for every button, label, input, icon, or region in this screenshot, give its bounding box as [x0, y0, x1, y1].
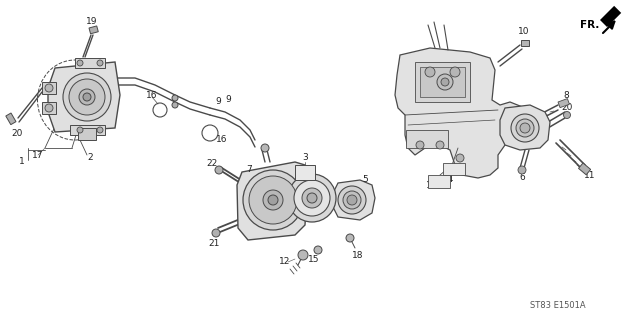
Text: 15: 15	[308, 255, 320, 265]
Circle shape	[456, 154, 464, 162]
Circle shape	[314, 246, 322, 254]
Text: 21: 21	[208, 238, 220, 247]
Circle shape	[441, 78, 449, 86]
Circle shape	[437, 74, 453, 90]
Bar	[406, 130, 448, 148]
Circle shape	[172, 95, 178, 101]
Circle shape	[346, 234, 354, 242]
Text: 5: 5	[362, 175, 368, 185]
Circle shape	[520, 123, 530, 133]
Circle shape	[564, 111, 571, 118]
Circle shape	[416, 141, 424, 149]
Circle shape	[436, 141, 444, 149]
Bar	[415, 62, 470, 102]
Polygon shape	[295, 165, 315, 180]
Circle shape	[338, 186, 366, 214]
Text: 7: 7	[246, 165, 252, 174]
Circle shape	[79, 89, 95, 105]
Text: 13: 13	[426, 180, 438, 189]
Circle shape	[261, 144, 269, 152]
Text: 4: 4	[315, 180, 321, 189]
Bar	[420, 67, 465, 97]
Circle shape	[69, 79, 105, 115]
Text: 12: 12	[279, 258, 290, 267]
Bar	[42, 82, 56, 94]
Bar	[75, 58, 105, 68]
Text: 3: 3	[302, 154, 308, 163]
Text: 20: 20	[561, 103, 573, 113]
Circle shape	[302, 188, 322, 208]
Circle shape	[45, 84, 53, 92]
Text: FR.: FR.	[580, 20, 599, 30]
Bar	[70, 125, 105, 135]
Text: 19: 19	[86, 18, 97, 27]
Polygon shape	[500, 105, 550, 150]
Circle shape	[516, 119, 534, 137]
Circle shape	[343, 191, 361, 209]
Circle shape	[511, 114, 539, 142]
Circle shape	[268, 195, 278, 205]
Polygon shape	[428, 175, 450, 188]
Circle shape	[172, 102, 178, 108]
Bar	[6, 113, 16, 125]
Circle shape	[63, 73, 111, 121]
Text: 10: 10	[519, 28, 530, 36]
Polygon shape	[332, 180, 375, 220]
Bar	[600, 6, 621, 27]
Text: 17: 17	[32, 150, 44, 159]
Text: 14: 14	[443, 175, 455, 185]
Circle shape	[347, 195, 357, 205]
Bar	[558, 99, 569, 108]
Polygon shape	[395, 48, 530, 178]
Text: 11: 11	[584, 171, 596, 180]
Bar	[89, 26, 98, 34]
Text: 22: 22	[206, 158, 218, 167]
Text: 6: 6	[519, 173, 525, 182]
Text: 9: 9	[225, 95, 231, 105]
FancyArrowPatch shape	[603, 22, 615, 33]
Circle shape	[77, 127, 83, 133]
Text: 18: 18	[352, 251, 364, 260]
Text: 8: 8	[563, 92, 569, 100]
Circle shape	[45, 104, 53, 112]
Text: ST83 E1501A: ST83 E1501A	[530, 300, 586, 309]
Circle shape	[249, 176, 297, 224]
Circle shape	[425, 67, 435, 77]
Circle shape	[97, 127, 103, 133]
Circle shape	[215, 166, 223, 174]
Polygon shape	[237, 162, 308, 240]
Circle shape	[243, 170, 303, 230]
Circle shape	[307, 193, 317, 203]
Text: 20: 20	[11, 129, 23, 138]
Polygon shape	[443, 163, 465, 175]
Circle shape	[288, 174, 336, 222]
Circle shape	[298, 250, 308, 260]
Circle shape	[97, 60, 103, 66]
Circle shape	[263, 190, 283, 210]
Bar	[42, 102, 56, 114]
Text: 16: 16	[147, 91, 158, 100]
Circle shape	[450, 67, 460, 77]
Circle shape	[212, 229, 220, 237]
Text: 1: 1	[19, 157, 25, 166]
Circle shape	[83, 93, 91, 101]
Text: 16: 16	[216, 135, 228, 145]
Circle shape	[518, 166, 526, 174]
Polygon shape	[48, 62, 120, 132]
Bar	[78, 128, 96, 140]
Bar	[521, 40, 529, 46]
Text: 2: 2	[87, 154, 93, 163]
Circle shape	[294, 180, 330, 216]
Circle shape	[77, 60, 83, 66]
Text: 9: 9	[215, 98, 221, 107]
Bar	[578, 163, 590, 175]
